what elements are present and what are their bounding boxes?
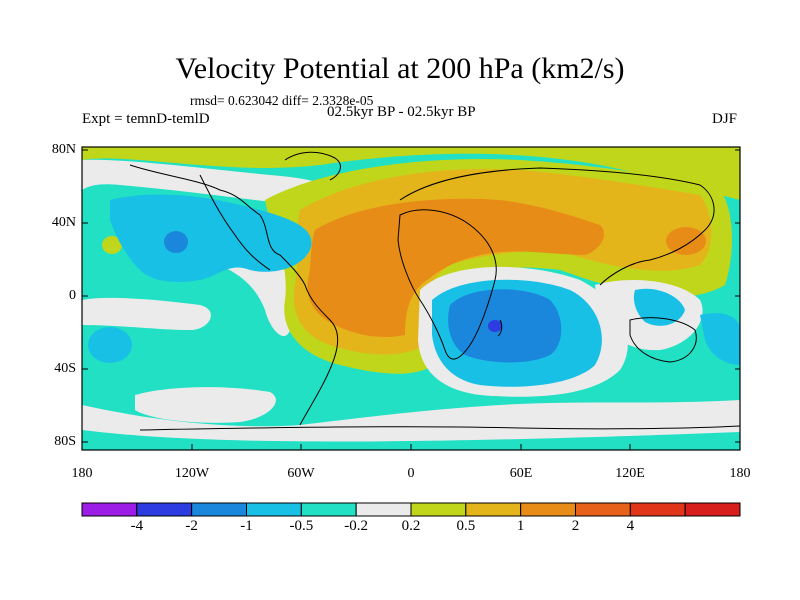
coastline-australia [629, 317, 697, 363]
lat-label: 0 [69, 288, 76, 303]
contour-fill-white-south [82, 400, 740, 450]
contour-fill-blue-north [164, 231, 188, 253]
contour-fill-darkblue-indian [488, 320, 502, 332]
lon-label: 180 [71, 466, 93, 481]
axis-ticks [81, 149, 741, 450]
lon-label: 60W [287, 466, 315, 481]
period-label: 02.5kyr BP - 02.5kyr BP [327, 104, 476, 120]
lat-label: 40S [54, 361, 76, 376]
lat-label: 80N [51, 142, 76, 157]
colorbar-swatch [300, 502, 357, 517]
colorbar-swatch [629, 502, 686, 517]
colorbar-label: -4 [130, 518, 144, 534]
colorbar-swatch [191, 502, 248, 517]
colorbar-swatch [575, 502, 631, 517]
colorbar-swatch [410, 502, 467, 517]
lon-label: 0 [407, 466, 415, 481]
colorbar-swatch [684, 502, 741, 517]
colorbar [81, 502, 741, 517]
contour-fill-lightblue-pacific [700, 313, 740, 365]
contour-fill-green-spot [102, 236, 122, 254]
colorbar-label: 4 [626, 518, 635, 534]
colorbar-swatch [520, 502, 577, 517]
chart-title: Velocity Potential at 200 hPa (km2/s) [175, 52, 625, 85]
contour-fill-lightblue-south [88, 327, 132, 363]
contour-fill-white-west [82, 159, 347, 337]
colorbar-label: -1 [240, 518, 253, 534]
coastline-madagascar [497, 319, 503, 337]
coastline-antarctica [139, 425, 740, 431]
lon-label: 60E [509, 466, 533, 481]
colorbar-label: 2 [571, 518, 580, 534]
coastline-north-america-west [199, 174, 271, 271]
colorbar-label: 0.2 [401, 518, 421, 534]
contour-fill-lightblue-east [633, 288, 685, 326]
colorbar-label: 1 [516, 518, 525, 534]
coastline-americas [129, 164, 339, 426]
lon-label: 120E [615, 466, 645, 481]
colorbar-swatch [465, 502, 522, 517]
lat-label: 40N [51, 215, 76, 230]
coastline-greenland [284, 151, 341, 181]
contour-fill-orange-pacific [666, 227, 706, 255]
colorbar-label: -0.5 [289, 518, 314, 534]
experiment-label: Expt = temnD-temlD [82, 111, 210, 127]
coastline-eurasia [399, 167, 715, 286]
colorbar-swatch [246, 502, 302, 517]
contour-fill-blue-indian [448, 289, 562, 363]
rmsd-diff-stats: rmsd= 0.623042 diff= 2.3328e-05 [190, 93, 374, 108]
coastlines [129, 151, 740, 431]
contour-fill-white-southpacific [135, 387, 276, 423]
contour-fill-green-north [82, 147, 740, 200]
colorbar-swatch [81, 502, 138, 517]
contour-fill-orange [307, 198, 605, 337]
colorbar-label: -2 [185, 518, 198, 534]
season-label: DJF [712, 111, 738, 127]
coastline-africa [397, 209, 497, 360]
contour-fill-layer [82, 147, 740, 450]
colorbar-swatch [136, 502, 193, 517]
contour-fill-teal-antarctic [82, 430, 740, 450]
colorbar-label: 0.5 [456, 518, 476, 534]
colorbar-label: -0.2 [344, 518, 369, 534]
lat-label: 80S [54, 434, 76, 449]
lon-label: 180 [729, 466, 751, 481]
lon-label: 120W [174, 466, 210, 481]
contour-fill-white-pacific [82, 297, 211, 330]
colorbar-swatch [355, 502, 412, 517]
